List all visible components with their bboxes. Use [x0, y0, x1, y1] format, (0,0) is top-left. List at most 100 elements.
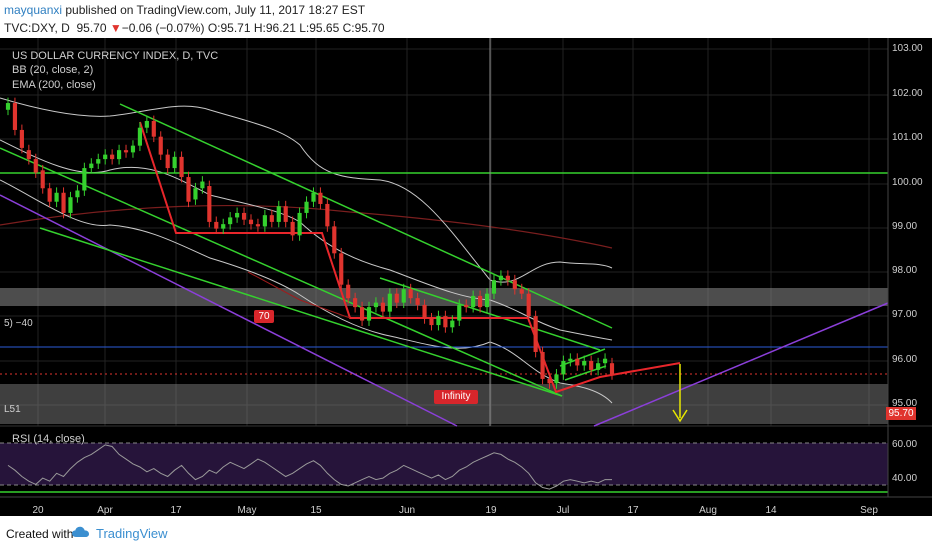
candle-body	[110, 154, 115, 160]
candle-body	[339, 253, 344, 285]
x-tick-label: 17	[627, 505, 639, 516]
candle-body	[359, 307, 365, 321]
candle-body	[484, 293, 490, 308]
ema-200-line	[0, 204, 613, 249]
candle-body	[464, 304, 469, 308]
tradingview-brand[interactable]: TradingView	[96, 526, 168, 541]
x-tick-label: 20	[32, 505, 44, 516]
candle-body	[151, 120, 156, 137]
footer: Created with TradingView	[0, 516, 932, 550]
x-tick-label: 14	[765, 505, 777, 516]
candle-body	[269, 215, 274, 222]
candle-body	[144, 120, 149, 128]
x-tick-label: Aug	[699, 505, 717, 516]
bollinger-upper	[0, 97, 613, 283]
candle-body	[415, 298, 420, 305]
candle-body	[89, 163, 94, 169]
candle-body	[228, 217, 233, 225]
candlestick-series	[5, 97, 615, 389]
candle-body	[116, 150, 122, 160]
candle-body	[491, 280, 497, 294]
chart-area[interactable]: US DOLLAR CURRENCY INDEX, D, TVC BB (20,…	[0, 38, 932, 516]
candle-body	[172, 156, 177, 169]
rsi-legend[interactable]: RSI (14, close)	[12, 433, 85, 445]
publish-header: mayquanxi published on TradingView.com, …	[0, 0, 932, 38]
candle-body	[609, 363, 615, 375]
left-fragment-label: L51	[4, 404, 21, 415]
x-tick-label: 19	[485, 505, 497, 516]
purple-target-line	[593, 302, 889, 427]
candle-body	[40, 170, 45, 189]
green-channel	[0, 103, 613, 397]
rsi-tick-label: 60.00	[892, 439, 918, 450]
candle-body	[422, 304, 427, 319]
candle-body	[366, 307, 372, 321]
candle-body	[262, 215, 267, 227]
rsi-tick-label: 40.00	[892, 473, 918, 484]
candle-body	[26, 150, 31, 160]
y-tick-label: 95.00	[892, 398, 918, 409]
y-tick-label: 103.00	[892, 43, 923, 54]
y-tick-label: 98.00	[892, 265, 918, 276]
candle-body	[200, 181, 205, 189]
candle-body	[547, 378, 552, 384]
candle-body	[429, 318, 434, 326]
x-tick-label: Jun	[398, 505, 416, 516]
symbol-label: TVC:DXY, D	[4, 21, 70, 35]
candle-body	[478, 295, 483, 308]
y-tick-label: 102.00	[892, 88, 923, 99]
candle-body	[96, 159, 101, 164]
down-arrow-icon: ▼	[109, 21, 122, 35]
candle-body	[214, 221, 219, 229]
chart-title: US DOLLAR CURRENCY INDEX, D, TVC	[12, 50, 219, 62]
candle-body	[130, 145, 136, 153]
ema-legend[interactable]: EMA (200, close)	[12, 79, 96, 91]
candle-body	[436, 316, 441, 326]
x-tick-label: 17	[170, 505, 182, 516]
channel-line	[0, 147, 563, 397]
candle-body	[401, 289, 406, 303]
candle-body	[47, 188, 52, 202]
candle-body	[373, 302, 379, 308]
x-tick-label: Jul	[556, 505, 570, 516]
tradingview-cloud-icon	[72, 526, 89, 537]
candle-body	[498, 275, 504, 281]
candle-body	[179, 156, 184, 178]
candle-body	[568, 358, 573, 361]
author-link[interactable]: mayquanxi	[4, 3, 63, 17]
candle-body	[103, 154, 108, 160]
candle-body	[290, 221, 295, 236]
label-infinity: Infinity	[434, 390, 478, 404]
candle-body	[221, 224, 226, 229]
ohlc-values: O:95.71 H:96.21 L:95.65 C:95.70	[207, 21, 385, 35]
candle-body	[235, 212, 240, 218]
candle-body	[123, 150, 129, 153]
candle-body	[207, 186, 212, 222]
candle-body	[304, 201, 309, 213]
candle-body	[526, 293, 531, 317]
candle-body	[248, 219, 254, 225]
candle-body	[158, 136, 163, 155]
price-change: −0.06 (−0.07%)	[121, 21, 205, 35]
purple-trendline	[0, 194, 458, 427]
x-tick-label: 15	[310, 505, 322, 516]
channel-line	[39, 227, 563, 397]
candle-body	[533, 316, 538, 352]
y-tick-label: 97.00	[892, 309, 918, 320]
candle-body	[311, 192, 316, 202]
candle-body	[387, 293, 392, 312]
publish-line: mayquanxi published on TradingView.com, …	[4, 3, 365, 17]
red-pattern-legacy	[247, 271, 351, 319]
rsi-band	[0, 443, 888, 485]
bb-legend[interactable]: BB (20, close, 2)	[12, 64, 94, 76]
label-70: 70	[254, 310, 274, 323]
supply-zone	[0, 288, 888, 306]
candle-body	[75, 190, 80, 198]
candle-body	[450, 320, 455, 328]
chart-canvas[interactable]	[0, 38, 932, 516]
publish-info: published on TradingView.com, July 11, 2…	[62, 3, 366, 17]
candle-body	[33, 159, 38, 173]
y-tick-label: 96.00	[892, 354, 918, 365]
candle-body	[255, 224, 261, 227]
candle-body	[471, 295, 476, 308]
